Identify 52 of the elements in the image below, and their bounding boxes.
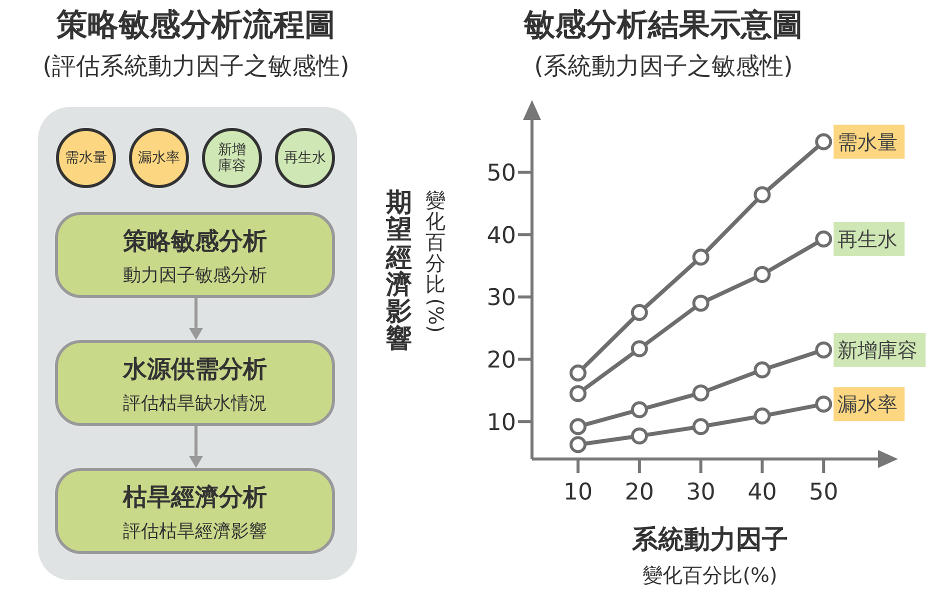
point	[630, 427, 648, 444]
chart-title: 敏感分析結果示意圖	[522, 6, 804, 45]
text: 再生水	[284, 150, 326, 166]
series-label: 需水量	[838, 130, 898, 154]
text: 變化百分比(%)	[424, 188, 448, 332]
text: 評估枯旱經濟影響	[122, 520, 268, 543]
point	[692, 248, 710, 266]
x-axis-title: 系統動力因子	[630, 524, 789, 557]
point	[754, 266, 771, 284]
point	[815, 133, 832, 150]
text: 水源供需分析	[122, 354, 268, 385]
y-tick-label: 10	[486, 410, 516, 436]
chart-subtitle: (系統動力因子之敏感性)	[533, 51, 794, 82]
point	[754, 361, 771, 378]
series-label: 新增庫容	[838, 338, 918, 362]
text: 新增庫容	[218, 142, 246, 174]
x-tick-label: 30	[686, 479, 716, 506]
point	[815, 230, 832, 248]
text: 需水量	[65, 150, 107, 166]
point	[570, 385, 587, 402]
y-tick-label: 20	[486, 347, 516, 374]
point	[570, 436, 587, 454]
x-tick-label: 50	[808, 479, 838, 506]
point	[754, 408, 771, 424]
text: 評估枯旱缺水情況	[122, 392, 268, 415]
y-axis-title: 期望經濟影響	[386, 188, 412, 354]
point	[815, 341, 832, 358]
text: 策略敏感分析	[122, 226, 268, 257]
y-tick-label: 30	[486, 285, 516, 312]
y-tick-label: 50	[486, 160, 516, 186]
series-label: 漏水率	[838, 392, 898, 416]
x-tick-label: 20	[624, 479, 654, 506]
y-tick-label: 40	[486, 222, 516, 249]
x-tick-label: 40	[748, 479, 777, 506]
point	[570, 418, 587, 436]
text: 枯旱經濟分析	[122, 482, 268, 513]
point	[630, 401, 648, 418]
point	[630, 340, 648, 358]
point	[692, 384, 710, 402]
series-label: 再生水	[838, 227, 898, 252]
text: 漏水率	[138, 150, 180, 166]
text: 策略敏感分析流程圖	[55, 6, 336, 45]
point	[692, 294, 710, 312]
text: 變化百分比(%)	[642, 562, 778, 589]
text: (評估系統動力因子之敏感性)	[42, 51, 350, 82]
x-tick-label: 10	[563, 479, 593, 506]
point	[754, 186, 771, 204]
point	[692, 418, 710, 436]
point	[570, 364, 587, 382]
point	[815, 396, 832, 413]
point	[630, 304, 648, 322]
text: 動力因子敏感分析	[122, 264, 268, 287]
